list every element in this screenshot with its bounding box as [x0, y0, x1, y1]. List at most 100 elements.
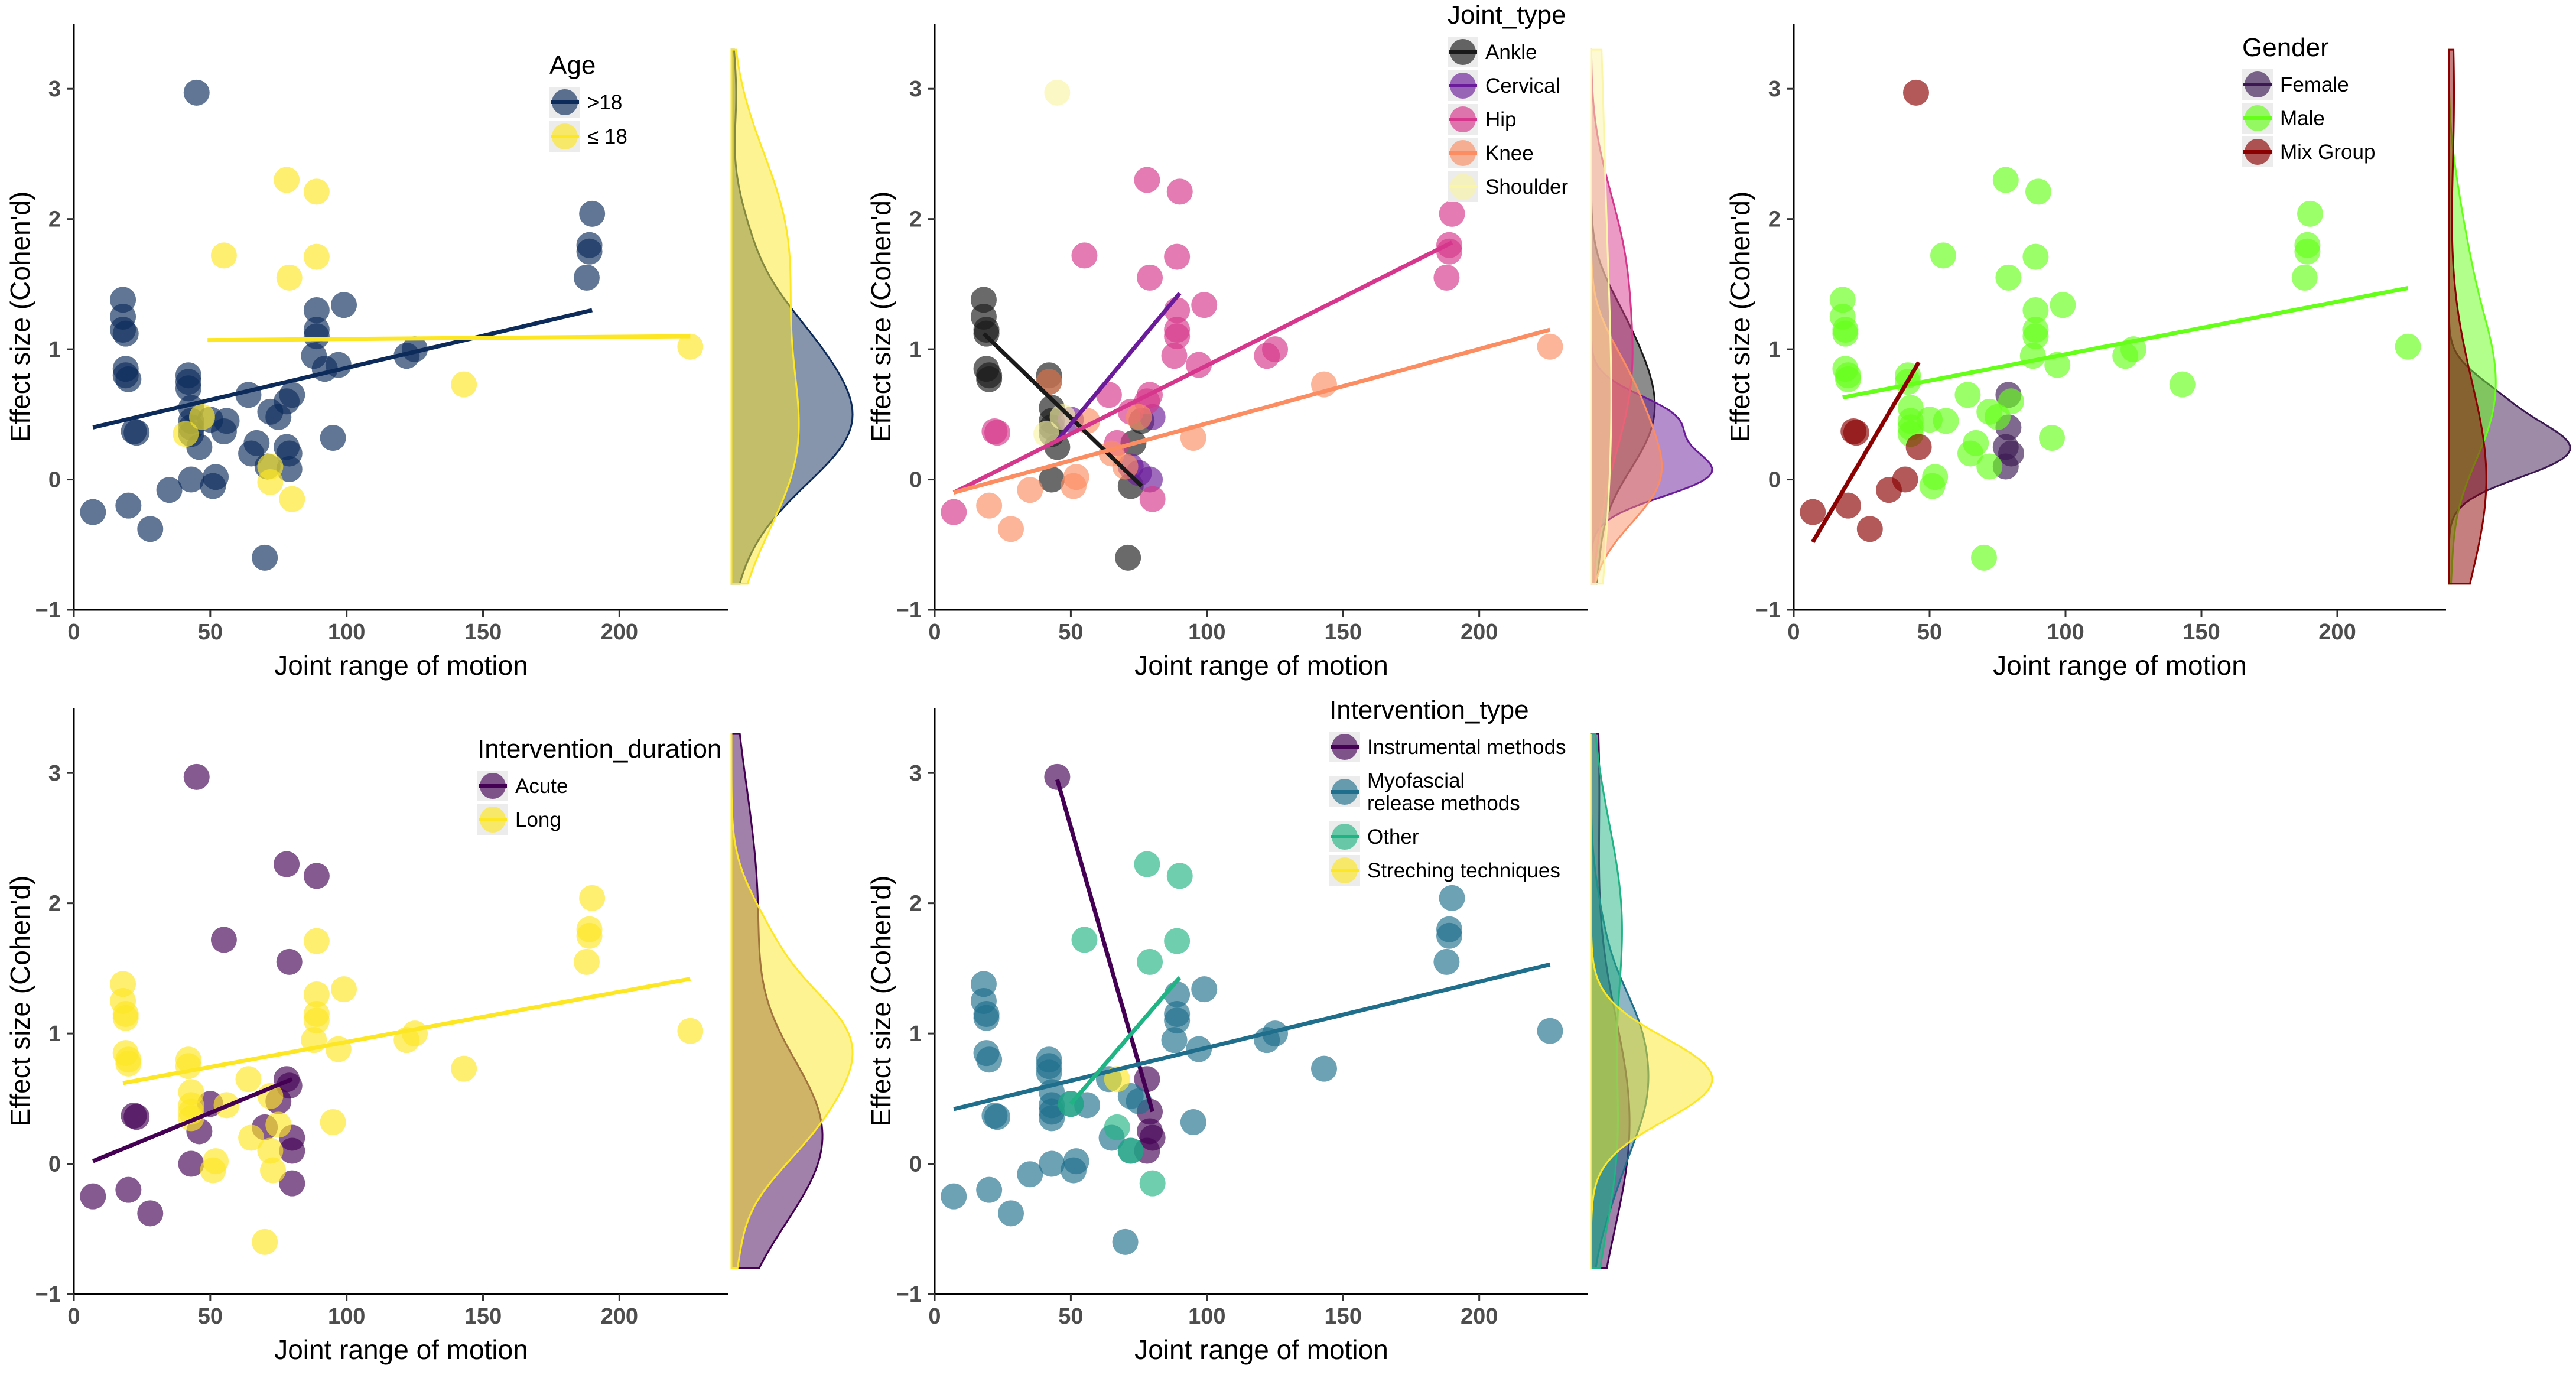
density-strip — [730, 48, 854, 585]
legend-label: Mix Group — [2280, 141, 2375, 164]
data-point — [2294, 238, 2321, 265]
data-point — [252, 1228, 278, 1255]
data-point — [173, 421, 199, 447]
trend-line-mix-group — [1811, 361, 1921, 544]
y-tick-label: −1 — [896, 598, 922, 623]
x-tick-label: 100 — [328, 1304, 365, 1329]
data-point — [279, 382, 305, 408]
data-point — [1039, 1105, 1065, 1132]
data-point — [178, 466, 204, 493]
y-tick-label: 0 — [1768, 468, 1781, 493]
data-point — [303, 243, 330, 270]
data-point — [1161, 343, 1188, 369]
x-tick-label: 50 — [198, 1304, 223, 1329]
x-tick-label: 0 — [928, 1304, 941, 1329]
trend-line-acute — [92, 1077, 293, 1163]
data-point — [279, 486, 305, 512]
data-point — [188, 404, 215, 430]
data-point — [303, 981, 330, 1007]
data-point — [1139, 1170, 1166, 1197]
x-tick-label: 200 — [1461, 620, 1498, 645]
data-point — [2050, 292, 2076, 318]
density-strip — [730, 733, 854, 1269]
data-point — [1164, 928, 1191, 954]
data-point — [260, 1157, 287, 1184]
data-point — [137, 1200, 164, 1227]
x-tick-label: 50 — [1917, 620, 1942, 645]
data-point — [1137, 466, 1163, 493]
y-tick-label: 2 — [48, 207, 61, 232]
x-axis-label: Joint range of motion — [274, 650, 528, 681]
y-tick-label: −1 — [35, 598, 61, 623]
x-tick-label: 100 — [328, 620, 365, 645]
data-point — [976, 1046, 1003, 1073]
legend-item-male: Male — [2242, 103, 2325, 134]
density-strip — [1590, 48, 1713, 585]
data-point — [2039, 425, 2065, 451]
legend-item-18: ≤ 18 — [549, 121, 627, 152]
data-point — [265, 1111, 292, 1138]
data-point — [1433, 264, 1460, 291]
data-point — [984, 420, 1010, 446]
data-point — [203, 464, 229, 490]
data-point — [238, 1124, 265, 1151]
data-point — [279, 1170, 305, 1197]
data-point — [331, 292, 357, 318]
density-long — [730, 734, 854, 1269]
legend: Joint_type Ankle Cervical Hip Knee Shoulder — [1448, 1, 1568, 202]
data-point — [1104, 1114, 1130, 1140]
trend-line-instrumental-methods — [1055, 779, 1155, 1113]
data-point — [1164, 243, 1191, 270]
data-point — [1537, 333, 1563, 360]
data-point — [1112, 453, 1139, 480]
density-strip — [2448, 48, 2571, 585]
x-tick-label: 150 — [464, 1304, 502, 1329]
data-point — [1933, 408, 1959, 434]
data-point — [576, 922, 603, 949]
data-point — [279, 1137, 305, 1164]
data-point — [677, 333, 704, 360]
data-point — [112, 1005, 139, 1031]
data-point — [1036, 369, 1062, 395]
legend-item-long: Long — [477, 804, 561, 835]
series-18 — [173, 167, 704, 512]
series-male — [1829, 167, 2421, 571]
data-point — [1433, 948, 1460, 975]
data-point — [1439, 200, 1465, 227]
data-point — [276, 1072, 303, 1099]
data-point — [276, 456, 303, 482]
data-point — [274, 851, 300, 877]
data-point — [1126, 404, 1152, 430]
data-point — [1310, 1055, 1337, 1082]
y-tick-label: 1 — [909, 1022, 922, 1046]
data-point — [175, 375, 201, 402]
density-streching-techniques — [1590, 734, 1713, 1269]
trend-line-18 — [92, 308, 593, 430]
data-point — [331, 976, 357, 1003]
data-point — [1044, 79, 1071, 106]
series-other — [1058, 851, 1193, 1197]
data-point — [1112, 1228, 1139, 1255]
data-point — [1137, 264, 1163, 291]
legend-label: release methods — [1367, 792, 1520, 815]
x-tick-label: 100 — [1188, 620, 1225, 645]
legend-item-instrumental-methods: Instrumental methods — [1329, 732, 1566, 762]
data-point — [1180, 425, 1206, 451]
x-tick-label: 100 — [2047, 620, 2084, 645]
data-point — [1036, 1059, 1062, 1086]
legend-title: Gender — [2242, 33, 2329, 62]
data-point — [998, 516, 1024, 542]
data-point — [573, 948, 600, 975]
data-point — [252, 544, 278, 571]
y-tick-label: 0 — [48, 1152, 61, 1177]
y-tick-label: 0 — [909, 468, 922, 493]
x-tick-label: 150 — [2183, 620, 2220, 645]
data-point — [976, 1176, 1003, 1203]
y-axis-label: Effect size (Cohen'd) — [5, 876, 35, 1127]
y-tick-label: 1 — [48, 337, 61, 362]
legend-item-hip: Hip — [1448, 104, 1517, 135]
